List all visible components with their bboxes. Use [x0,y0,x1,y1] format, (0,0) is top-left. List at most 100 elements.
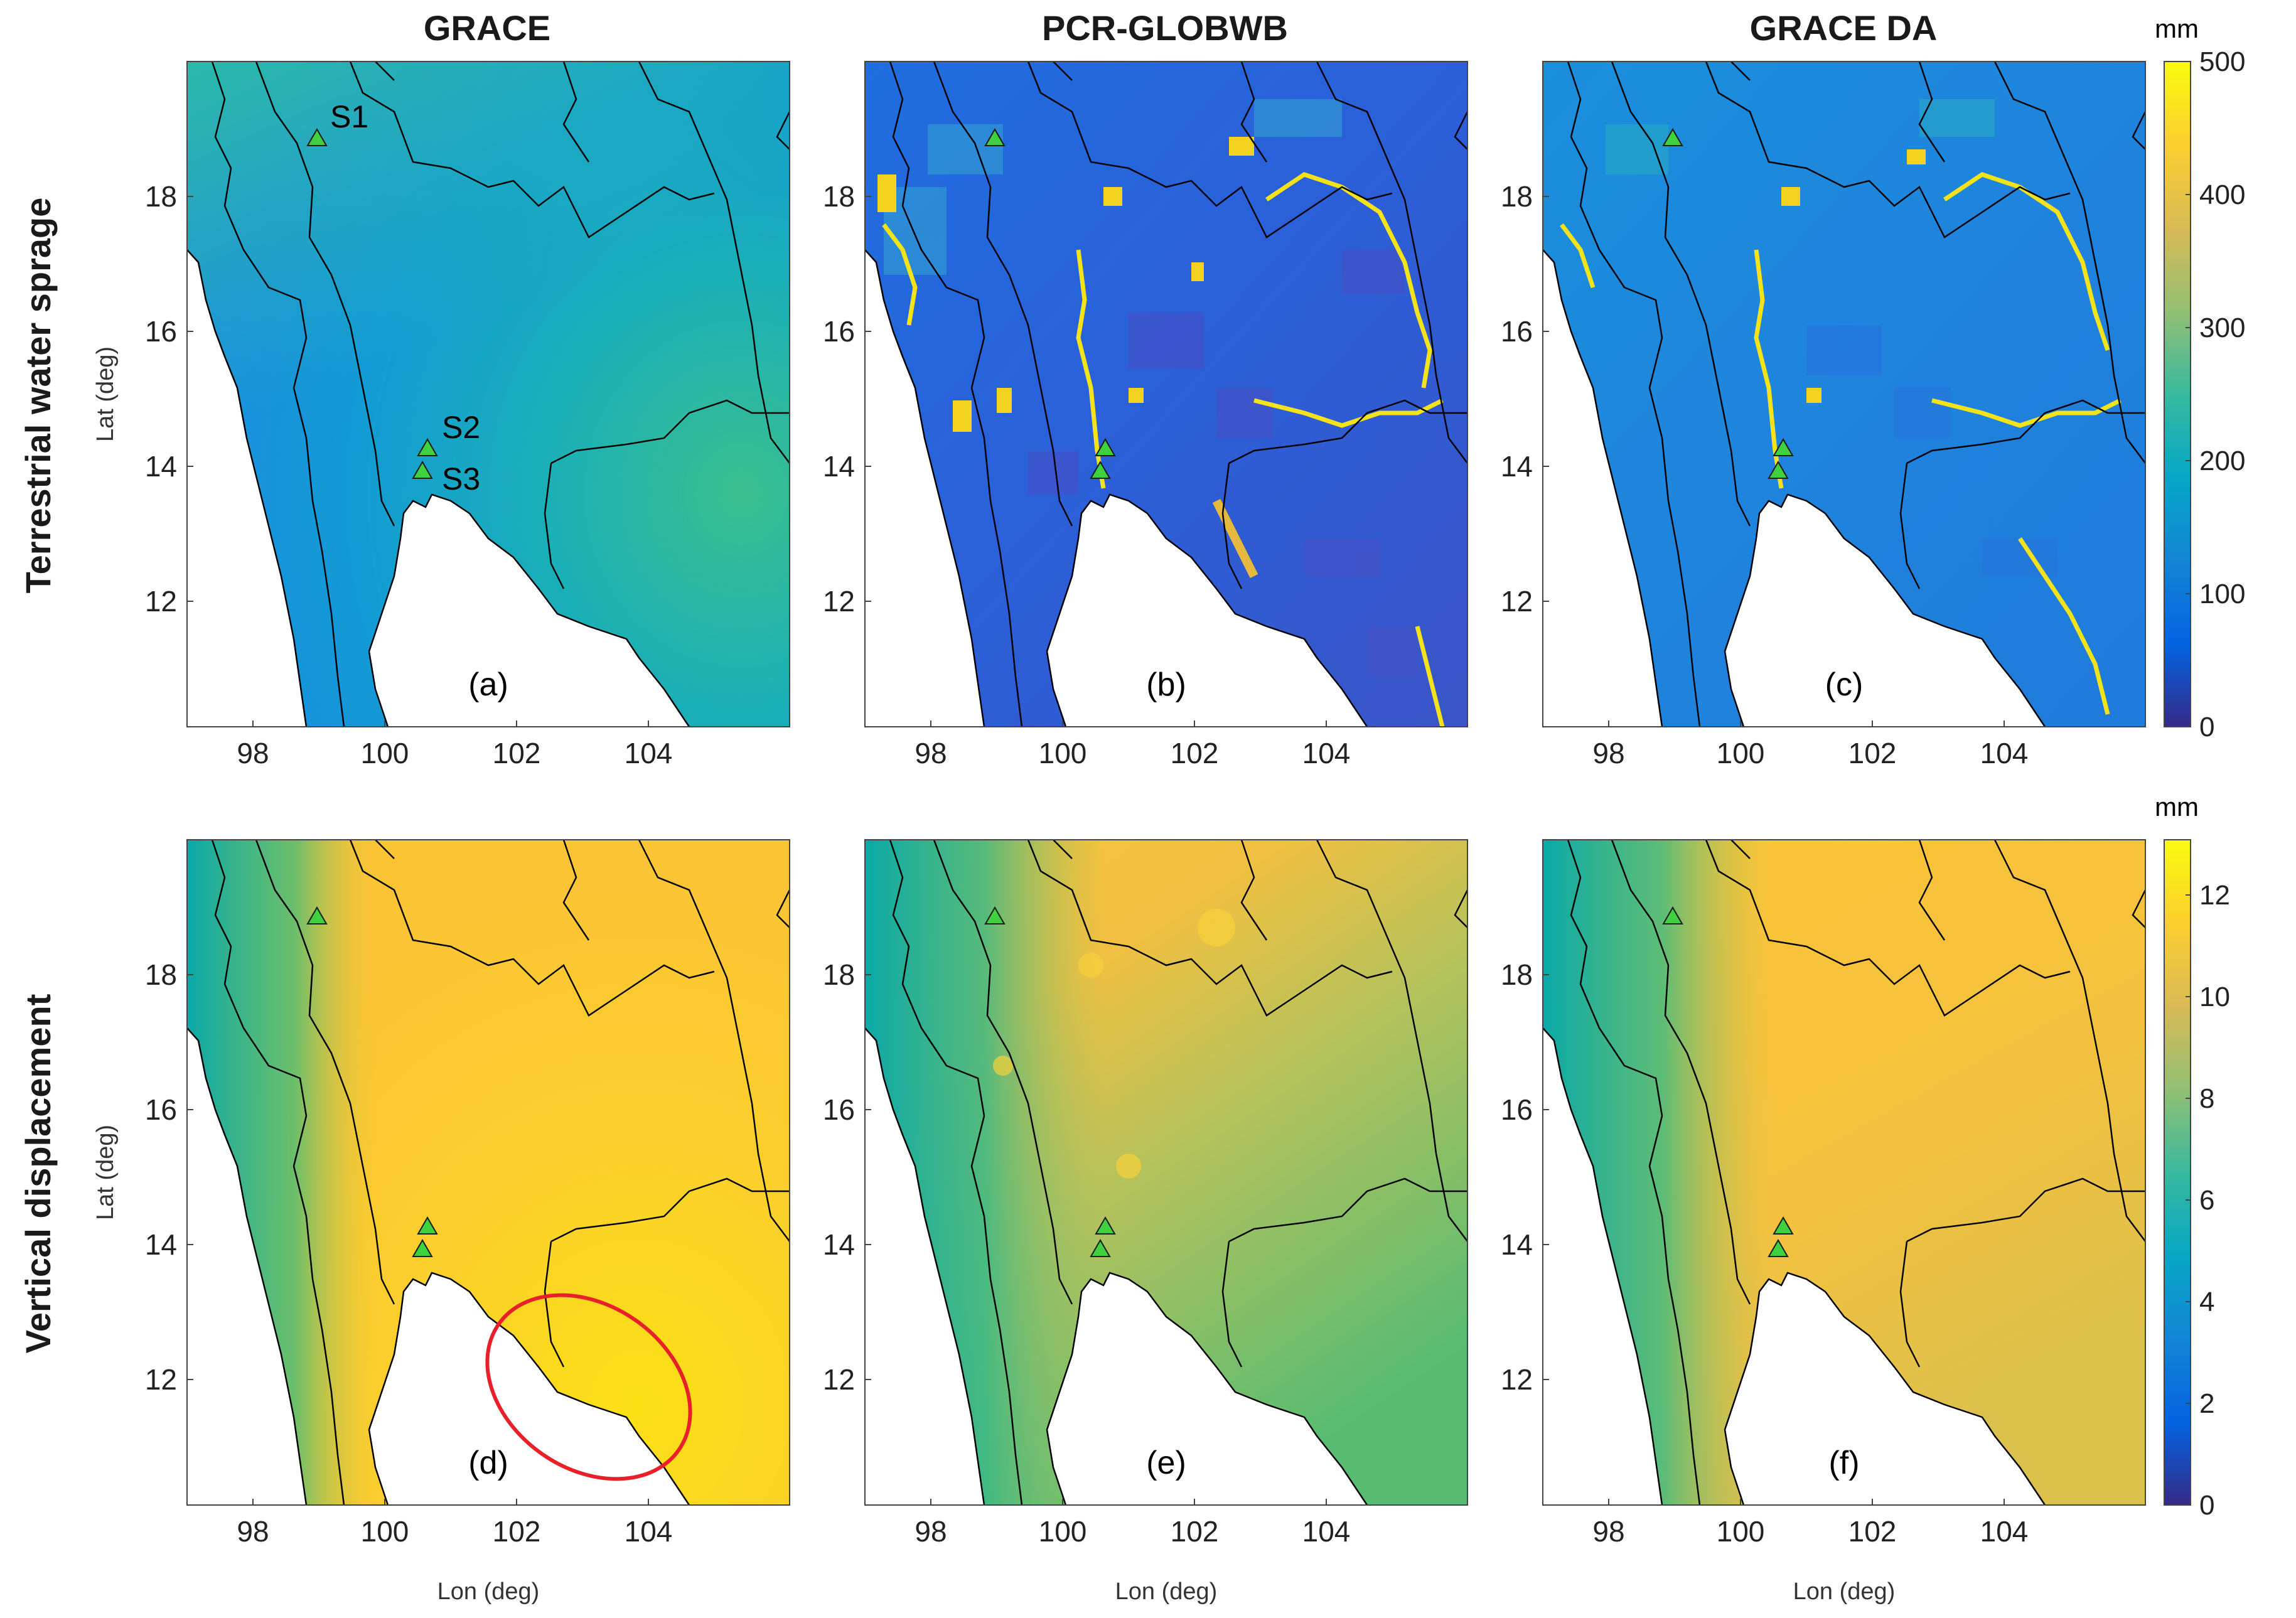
y-tick-label: 12 [823,585,855,618]
station-s2-marker-e [1095,1216,1116,1235]
y-tick-label: 14 [823,1228,855,1261]
panel-a: (a) S1 S2 S3 [186,61,790,727]
panel-e: (e) [864,839,1468,1506]
x-tick-label: 104 [625,737,673,769]
colorbar-tick-label: 12 [2199,880,2230,911]
panel-f: (f) [1542,839,2146,1506]
lat-axis-title-bottom: Lat (deg) [92,1125,119,1220]
row-title-vd: Vertical displacement [18,994,58,1354]
station-s1-marker-b [984,127,1006,146]
y-tick-label: 18 [145,958,177,991]
station-s3-marker-f [1768,1238,1789,1257]
station-s3-marker-d [412,1238,433,1257]
x-tick-label: 100 [361,1515,409,1548]
y-tick-label: 16 [145,1093,177,1126]
y-tick-label: 18 [823,958,855,991]
x-tick-label: 102 [1171,737,1219,769]
panel-label-c: (c) [1825,667,1864,703]
axis-ticks: 98 100 102 104 18 16 14 12 98 100 102 104 18 16 14 12 98… [145,180,2029,1548]
y-tick-label: 16 [823,1093,855,1126]
x-tick-label: 98 [915,737,947,769]
x-tick-label: 104 [1980,737,2029,769]
x-tick-label: 102 [1171,1515,1219,1548]
panel-d: (d) [186,839,790,1506]
station-s2-marker-c [1773,437,1794,456]
x-tick-label: 104 [1980,1515,2029,1548]
x-tick-label: 104 [1302,1515,1351,1548]
colorbar-tick-label: 8 [2199,1083,2214,1114]
colorbar-tick-label: 500 [2199,46,2245,77]
station-s3-label: S3 [442,461,480,496]
colorbar-vd-unit: mm [2155,792,2199,822]
colorbar-vd: mm 12 10 8 6 4 2 0 [2155,792,2230,1521]
x-tick-label: 102 [1848,737,1897,769]
panel-label-a: (a) [468,667,508,703]
y-tick-label: 14 [1501,1228,1533,1261]
x-tick-label: 100 [1039,737,1087,769]
station-s1-marker-f [1662,906,1683,924]
y-tick-label: 12 [1501,585,1533,618]
panel-label-b: (b) [1146,667,1186,703]
y-tick-label: 14 [823,450,855,483]
y-tick-label: 18 [1501,958,1533,991]
colorbar-tick-label: 200 [2199,446,2245,476]
panel-c: (c) [1542,61,2146,727]
lon-axis-title-b: Lon (deg) [1115,1578,1218,1605]
panel-b: (b) [864,61,1468,727]
colorbar-tick-label: 100 [2199,579,2245,609]
colorbar-tick-label: 0 [2199,712,2214,742]
y-tick-label: 16 [1501,1093,1533,1126]
col-title-grace: GRACE [424,8,550,48]
station-s2-marker-f [1773,1216,1794,1235]
x-tick-label: 102 [493,737,541,769]
x-tick-label: 100 [1717,737,1765,769]
colorbar-tick-label: 400 [2199,179,2245,210]
y-tick-label: 12 [823,1363,855,1396]
y-tick-label: 18 [823,180,855,213]
x-tick-label: 100 [1717,1515,1765,1548]
station-s2-marker-d [417,1216,438,1235]
colorbar-tws: mm 500 400 300 200 100 0 [2155,14,2245,742]
x-tick-label: 102 [493,1515,541,1548]
panel-label-f: (f) [1828,1445,1859,1481]
station-s3-marker-c [1768,460,1789,479]
station-s3-marker [412,460,433,479]
y-tick-label: 18 [1501,180,1533,213]
x-tick-label: 100 [361,737,409,769]
x-tick-label: 104 [1302,737,1351,769]
station-s1-marker-d [306,906,328,924]
colorbar-tick-label: 0 [2199,1490,2214,1521]
lon-axis-title-a: Lon (deg) [437,1578,540,1605]
station-s1-marker-c [1662,127,1683,146]
y-tick-label: 16 [1501,315,1533,348]
col-title-grace-da: GRACE DA [1750,8,1938,48]
lon-axis-title-c: Lon (deg) [1793,1578,1896,1605]
colorbar-tick-label: 2 [2199,1388,2214,1419]
colorbar-tick-label: 300 [2199,313,2245,343]
y-tick-label: 12 [145,585,177,618]
y-tick-label: 14 [145,1228,177,1261]
y-tick-label: 12 [1501,1363,1533,1396]
colorbar-tws-unit: mm [2155,14,2199,43]
x-tick-label: 98 [1592,1515,1624,1548]
panel-label-d: (d) [468,1445,508,1481]
panel-label-e: (e) [1146,1445,1186,1481]
highlight-ellipse [485,1293,692,1481]
station-s2-label: S2 [442,410,480,445]
x-tick-label: 98 [237,1515,269,1548]
x-tick-label: 100 [1039,1515,1087,1548]
station-s2-marker-b [1095,437,1116,456]
y-tick-label: 16 [145,315,177,348]
colorbar-tick-label: 10 [2199,982,2230,1012]
station-s1-label: S1 [330,99,368,134]
x-tick-label: 98 [1592,737,1624,769]
lat-axis-title-top: Lat (deg) [92,346,119,442]
x-tick-label: 104 [625,1515,673,1548]
station-s3-marker-b [1090,460,1111,479]
station-s1-marker-e [984,906,1006,924]
x-tick-label: 102 [1848,1515,1897,1548]
colorbar-tick-label: 6 [2199,1185,2214,1216]
y-tick-label: 18 [145,180,177,213]
y-tick-label: 14 [1501,450,1533,483]
